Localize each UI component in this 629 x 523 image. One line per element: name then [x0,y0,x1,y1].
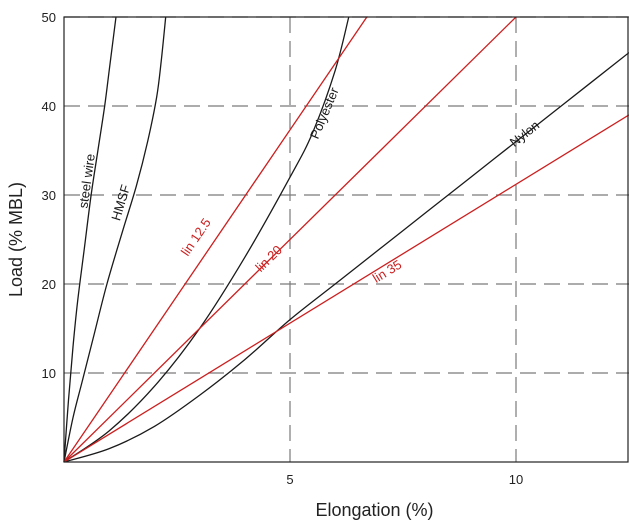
curve-label-lin-35: lin 35 [370,257,404,286]
series-line-hmsf [63,16,167,463]
series-line-polyester [63,16,350,463]
curve-label-steel-wire: steel wire [75,153,97,209]
plot-frame [63,16,629,463]
series-line-nylon [63,52,629,463]
curve-labels: steel wire HMSF Polyester Nylon lin 12.5 lin … [75,85,542,286]
series-line-lin-35 [63,114,629,463]
x-tick-label: 10 [509,472,523,487]
series-line-lin-12-5 [63,16,368,463]
axis-ticks: 5 10 10 20 30 40 50 [42,10,524,487]
series-layer [63,16,629,463]
y-tick-label: 20 [42,277,56,292]
grid-lines [64,16,629,462]
series-line-steel-wire [63,16,117,463]
x-axis-title: Elongation (%) [315,500,433,520]
y-tick-label: 30 [42,188,56,203]
y-tick-label: 50 [42,10,56,25]
curve-label-lin-20: lin 20 [252,242,285,275]
y-tick-label: 10 [42,366,56,381]
x-tick-label: 5 [286,472,293,487]
y-tick-label: 40 [42,99,56,114]
curve-label-polyester: Polyester [307,85,342,141]
y-axis-title: Load (% MBL) [6,182,26,297]
curve-label-lin-12-5: lin 12.5 [178,215,214,258]
curve-label-nylon: Nylon [507,117,542,149]
series-line-lin-20 [63,16,517,463]
curve-label-hmsf: HMSF [108,183,133,223]
